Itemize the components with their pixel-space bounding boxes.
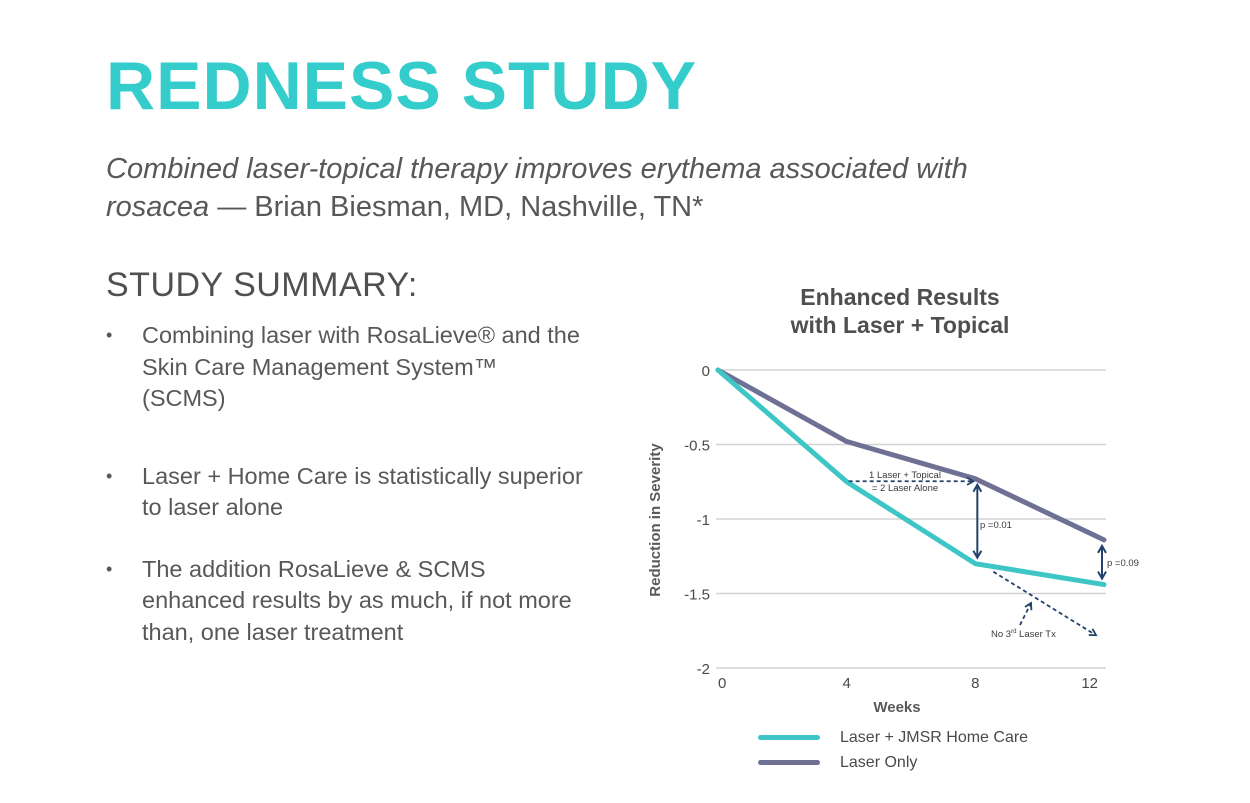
x-tick-label: 0 bbox=[718, 675, 726, 692]
annotation-projection-line bbox=[992, 570, 1098, 637]
legend-label: Laser Only bbox=[840, 753, 918, 771]
chart-legend: Laser + JMSR Home Care Laser Only bbox=[758, 725, 1028, 775]
legend-item-home-care: Laser + JMSR Home Care bbox=[758, 725, 1028, 750]
legend-swatch-laser-only bbox=[758, 760, 820, 765]
summary-bullet-text: Combining laser with RosaLieve® and the … bbox=[142, 322, 580, 411]
x-tick-label: 4 bbox=[842, 675, 850, 692]
y-tick-label: -1.5 bbox=[684, 587, 710, 604]
chart-title-line: Enhanced Results bbox=[800, 284, 1000, 310]
study-summary-heading: STUDY SUMMARY: bbox=[106, 266, 418, 304]
summary-bullet: • Laser + Home Care is statistically supe… bbox=[106, 461, 586, 524]
x-tick-label: 12 bbox=[1081, 675, 1098, 692]
y-axis-label: Reduction in Severity bbox=[647, 443, 664, 597]
page-subtitle: Combined laser-topical therapy improves … bbox=[106, 150, 1066, 226]
chart-title-line: with Laser + Topical bbox=[790, 312, 1010, 338]
legend-swatch-home-care bbox=[758, 735, 820, 740]
bullet-icon: • bbox=[106, 325, 113, 345]
page-title: REDNESS STUDY bbox=[106, 48, 698, 124]
chart-title: Enhanced Results with Laser + Topical bbox=[690, 283, 1110, 339]
y-tick-label: -1 bbox=[697, 512, 710, 529]
annotation-label-equivalence: = 2 Laser Alone bbox=[872, 483, 938, 494]
x-axis-label: Weeks bbox=[873, 699, 920, 716]
series-line-home-care bbox=[715, 367, 1107, 588]
y-tick-label: 0 bbox=[702, 363, 710, 380]
legend-label: Laser + JMSR Home Care bbox=[840, 728, 1029, 746]
annotation-label-p001: p =0.01 bbox=[980, 520, 1012, 531]
y-tick-label: -0.5 bbox=[684, 438, 710, 455]
y-tick-label: -2 bbox=[697, 661, 710, 678]
bullet-icon: • bbox=[106, 558, 113, 579]
legend-item-laser-only: Laser Only bbox=[758, 750, 1028, 775]
subtitle-study-title: Combined laser-topical therapy improves … bbox=[106, 153, 968, 223]
summary-bullet: • The addition RosaLieve & SCMS enhanced … bbox=[106, 554, 586, 649]
annotation-label-p009: p =0.09 bbox=[1107, 558, 1139, 569]
subtitle-author: — Brian Biesman, MD, Nashville, TN* bbox=[209, 191, 704, 223]
annotation-label-equivalence: 1 Laser + Topical bbox=[869, 470, 941, 481]
bullet-icon: • bbox=[106, 465, 113, 486]
summary-bullet: • Combining laser with RosaLieve® and the… bbox=[106, 320, 586, 415]
annotation-label-no-third-laser: No 3rd Laser Tx bbox=[991, 629, 1056, 640]
summary-bullet-text: The addition RosaLieve & SCMS enhanced r… bbox=[142, 555, 572, 645]
annotation-pointer-arrow bbox=[1019, 601, 1033, 626]
x-tick-label: 8 bbox=[971, 675, 979, 692]
series-line-laser-only bbox=[715, 367, 1107, 543]
summary-bullet-text: Laser + Home Care is statistically super… bbox=[142, 462, 583, 521]
study-summary-list: • Combining laser with RosaLieve® and the… bbox=[106, 320, 586, 648]
